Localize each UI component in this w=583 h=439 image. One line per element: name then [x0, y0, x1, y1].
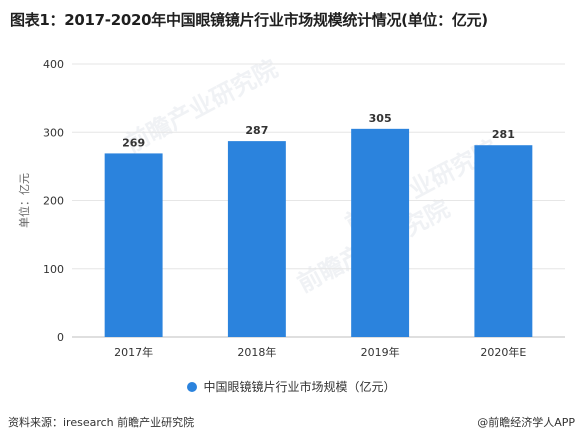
- x-tick-label: 2018年: [237, 345, 276, 359]
- chart-title: 图表1：2017-2020年中国眼镜镜片行业市场规模统计情况(单位：亿元): [10, 11, 488, 29]
- legend: 中国眼镜镜片行业市场规模（亿元）: [0, 378, 583, 395]
- y-tick-label: 300: [43, 126, 64, 139]
- y-tick-label: 100: [43, 263, 64, 276]
- bar: [104, 153, 163, 337]
- legend-marker: [187, 382, 198, 392]
- x-tick-label: 2019年: [361, 345, 400, 359]
- credit-note: @前瞻经济学人APP: [477, 416, 575, 429]
- x-tick-label: 2017年: [114, 345, 153, 359]
- x-tick-label: 2020年E: [480, 345, 526, 359]
- data-label: 305: [369, 112, 392, 125]
- data-label: 287: [245, 124, 268, 137]
- data-label: 269: [122, 136, 145, 149]
- source-note: 资料来源：iresearch 前瞻产业研究院: [8, 416, 195, 429]
- y-tick-label: 200: [43, 195, 64, 208]
- bar: [351, 128, 410, 337]
- data-label: 281: [492, 128, 515, 141]
- y-axis-label: 单位：亿元: [17, 173, 31, 228]
- bar: [474, 145, 533, 337]
- y-tick-label: 0: [57, 331, 64, 344]
- legend-label: 中国眼镜镜片行业市场规模（亿元）: [203, 380, 396, 394]
- y-tick-label: 400: [43, 58, 64, 71]
- bar: [227, 141, 286, 337]
